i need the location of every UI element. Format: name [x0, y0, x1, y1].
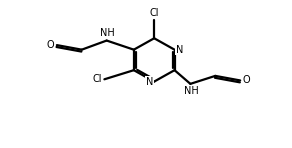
Text: NH: NH — [100, 28, 115, 38]
Text: Cl: Cl — [150, 8, 159, 18]
Text: O: O — [242, 75, 250, 85]
Text: N: N — [146, 77, 153, 87]
Text: N: N — [176, 45, 183, 55]
Text: O: O — [47, 40, 55, 50]
Text: Cl: Cl — [93, 74, 102, 84]
Text: NH: NH — [184, 86, 199, 96]
